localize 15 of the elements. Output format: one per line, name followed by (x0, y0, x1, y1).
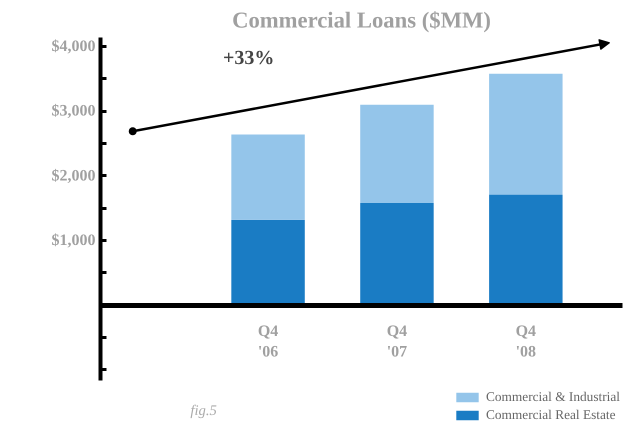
y-tick-label: $2,000 (52, 167, 96, 184)
bar (231, 134, 305, 220)
y-tick-label: $3,000 (52, 102, 96, 120)
x-tick-label: Q4 '06 (258, 323, 278, 361)
x-tick-label: Q4 '08 (516, 323, 536, 361)
caption: fig.5 (190, 402, 217, 419)
bar (360, 104, 434, 204)
legend-label: Commercial Real Estate (486, 407, 616, 423)
x-tick-label: Q4 '07 (386, 323, 408, 361)
annotation: +33% (223, 47, 274, 70)
y-tick-label: $1,000 (52, 232, 96, 250)
y-tick-label: $4,000 (52, 38, 96, 56)
bar (489, 74, 563, 195)
chart-title: Commercial Loans ($MM) (232, 8, 491, 32)
legend-label: Commercial & Industrial (486, 389, 620, 405)
